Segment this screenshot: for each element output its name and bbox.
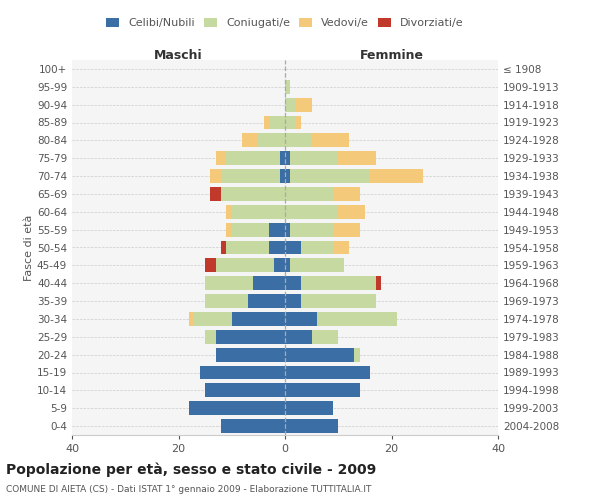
Text: Maschi: Maschi	[154, 49, 203, 62]
Bar	[333, 187, 359, 201]
Bar	[200, 366, 285, 380]
Bar	[211, 169, 221, 183]
Bar	[301, 276, 376, 290]
Bar	[285, 134, 311, 147]
Bar	[285, 294, 301, 308]
Bar	[216, 330, 285, 344]
Bar	[285, 348, 354, 362]
Bar	[211, 187, 221, 201]
Bar	[285, 330, 311, 344]
Bar	[264, 116, 269, 130]
Bar	[285, 276, 301, 290]
Bar	[301, 294, 376, 308]
Bar	[205, 258, 216, 272]
Bar	[354, 348, 359, 362]
Bar	[285, 384, 359, 398]
Bar	[285, 366, 370, 380]
Text: COMUNE DI AIETA (CS) - Dati ISTAT 1° gennaio 2009 - Elaborazione TUTTITALIA.IT: COMUNE DI AIETA (CS) - Dati ISTAT 1° gen…	[6, 485, 371, 494]
Bar	[221, 419, 285, 433]
Bar	[226, 205, 232, 219]
Bar	[296, 116, 301, 130]
Text: Femmine: Femmine	[359, 49, 424, 62]
Bar	[338, 205, 365, 219]
Bar	[280, 169, 285, 183]
Bar	[311, 134, 349, 147]
Bar	[205, 330, 216, 344]
Bar	[205, 294, 248, 308]
Bar	[290, 222, 333, 236]
Bar	[226, 222, 232, 236]
Bar	[285, 401, 333, 415]
Bar	[226, 151, 280, 165]
Bar	[216, 151, 226, 165]
Bar	[221, 187, 285, 201]
Y-axis label: Fasce di età: Fasce di età	[24, 214, 34, 280]
Bar	[232, 312, 285, 326]
Bar	[285, 205, 338, 219]
Bar	[194, 312, 232, 326]
Bar	[242, 134, 259, 147]
Bar	[216, 348, 285, 362]
Bar	[205, 384, 285, 398]
Bar	[317, 312, 397, 326]
Bar	[333, 240, 349, 254]
Bar	[285, 187, 333, 201]
Bar	[285, 312, 317, 326]
Bar	[285, 258, 290, 272]
Bar	[205, 276, 253, 290]
Bar	[232, 222, 269, 236]
Bar	[290, 151, 338, 165]
Bar	[285, 222, 290, 236]
Bar	[253, 276, 285, 290]
Bar	[296, 98, 311, 112]
Text: Popolazione per età, sesso e stato civile - 2009: Popolazione per età, sesso e stato civil…	[6, 462, 376, 477]
Bar	[221, 169, 280, 183]
Bar	[269, 222, 285, 236]
Bar	[301, 240, 333, 254]
Bar	[285, 80, 290, 94]
Bar	[216, 258, 274, 272]
Bar	[376, 276, 381, 290]
Bar	[370, 169, 424, 183]
Bar	[248, 294, 285, 308]
Bar	[290, 258, 344, 272]
Bar	[285, 169, 290, 183]
Bar	[333, 222, 359, 236]
Bar	[189, 401, 285, 415]
Bar	[269, 240, 285, 254]
Bar	[226, 240, 269, 254]
Bar	[280, 151, 285, 165]
Bar	[311, 330, 338, 344]
Legend: Celibi/Nubili, Coniugati/e, Vedovi/e, Divorziati/e: Celibi/Nubili, Coniugati/e, Vedovi/e, Di…	[102, 13, 468, 32]
Bar	[290, 169, 370, 183]
Bar	[232, 205, 285, 219]
Bar	[221, 240, 226, 254]
Bar	[285, 116, 296, 130]
Bar	[285, 151, 290, 165]
Bar	[189, 312, 194, 326]
Bar	[269, 116, 285, 130]
Bar	[285, 98, 296, 112]
Bar	[259, 134, 285, 147]
Bar	[274, 258, 285, 272]
Bar	[285, 240, 301, 254]
Bar	[285, 419, 338, 433]
Bar	[338, 151, 376, 165]
